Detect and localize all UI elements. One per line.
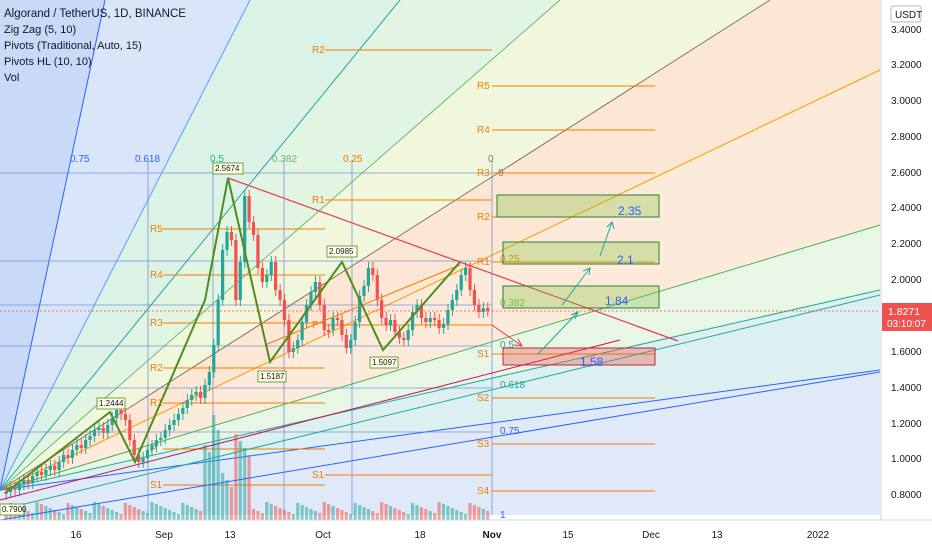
indicator-volume[interactable]: Vol <box>4 72 20 84</box>
target-label: 2.1 <box>617 253 634 267</box>
pivot-label: S1 <box>477 349 490 360</box>
price-tick: 2.8000 <box>891 132 922 143</box>
price-tick: 3.2000 <box>891 60 922 71</box>
svg-text:2.5674: 2.5674 <box>215 164 240 173</box>
price-tick: 2.0000 <box>891 275 922 286</box>
pivot-label: S2 <box>477 393 490 404</box>
pivot-label: R1 <box>150 398 163 409</box>
fib-fan-labels: 0.75 0.618 0.5 0.382 0.25 0 <box>70 154 494 165</box>
price-tick: 0.8000 <box>891 490 922 501</box>
pivot-label: R5 <box>477 81 490 92</box>
svg-text:0.75: 0.75 <box>500 426 520 437</box>
pivot-label: S1 <box>312 470 325 481</box>
time-tick: 16 <box>70 530 82 541</box>
zigzag-line <box>4 177 461 494</box>
pivot-label: R1 <box>312 195 325 206</box>
target-label: 1.58 <box>580 355 604 369</box>
svg-text:0.7900: 0.7900 <box>2 505 27 514</box>
currency-badge[interactable] <box>890 5 922 23</box>
svg-text:1.2444: 1.2444 <box>99 399 124 408</box>
target-boxes: 2.35 2.1 1.84 1.58 <box>496 194 660 369</box>
time-tick: 13 <box>711 530 723 541</box>
chart-legend: Algorand / TetherUS, 1D, BINANCE Zig Zag… <box>4 6 186 86</box>
last-price-value: 1.8271 <box>888 306 920 318</box>
time-tick: Dec <box>642 530 660 541</box>
price-tick: 3.4000 <box>891 25 922 36</box>
target-label: 2.35 <box>618 204 642 218</box>
price-tick: 1.2000 <box>891 419 922 430</box>
svg-text:1.5187: 1.5187 <box>260 372 285 381</box>
price-axis[interactable] <box>881 0 932 520</box>
pivot-label: R5 <box>150 224 163 235</box>
fan-label: 0.618 <box>135 154 160 165</box>
currency-label: USDT <box>895 10 922 21</box>
projection-arrows <box>491 221 615 355</box>
time-axis[interactable] <box>0 520 932 550</box>
time-tick: 13 <box>224 530 236 541</box>
fan-label: 0.382 <box>272 154 297 165</box>
svg-text:0.25: 0.25 <box>500 254 520 265</box>
indicator-pivots-hl[interactable]: Pivots HL (10, 10) <box>4 56 92 68</box>
fan-label: 0.25 <box>343 154 363 165</box>
time-axis-ticks: 16 Sep 13 Oct 18 Nov 15 Dec 13 2022 <box>70 530 829 541</box>
pivot-label: R3 <box>150 318 163 329</box>
fan-label: 0.5 <box>210 154 224 165</box>
last-price-tag <box>882 303 932 331</box>
pivot-label: P <box>312 320 319 331</box>
symbol-title[interactable]: Algorand / TetherUS, 1D, BINANCE <box>4 8 186 20</box>
svg-text:0.618: 0.618 <box>500 380 525 391</box>
svg-text:1.5097: 1.5097 <box>372 358 397 367</box>
price-tick: 2.6000 <box>891 168 922 179</box>
target-label: 1.84 <box>605 294 629 308</box>
pivot-label: R1 <box>477 257 490 268</box>
time-tick: Sep <box>155 530 173 541</box>
pivot-label: R4 <box>150 270 163 281</box>
pivot-label: S3 <box>477 439 490 450</box>
indicator-pivots[interactable]: Pivots (Traditional, Auto, 15) <box>4 40 142 52</box>
indicator-zigzag[interactable]: Zig Zag (5, 10) <box>4 24 77 36</box>
fan-label: 0 <box>488 154 494 165</box>
time-tick: 15 <box>562 530 574 541</box>
pivot-label: R2 <box>312 45 325 56</box>
fib-fan-zone-lower-blue <box>0 370 880 515</box>
svg-text:1: 1 <box>500 510 506 521</box>
price-tick: 2.2000 <box>891 239 922 250</box>
svg-text:0.382: 0.382 <box>500 298 525 309</box>
svg-text:0.5: 0.5 <box>500 340 514 351</box>
time-tick: Nov <box>483 530 502 541</box>
price-tick: 3.0000 <box>891 96 922 107</box>
volume-bars <box>4 415 490 520</box>
countdown-timer: 03:10:07 <box>887 319 926 330</box>
price-tick: 1.6000 <box>891 347 922 358</box>
fan-label: 0.75 <box>70 154 90 165</box>
pivot-label: R4 <box>477 125 490 136</box>
time-tick: Oct <box>315 530 331 541</box>
price-tick: 2.4000 <box>891 203 922 214</box>
time-tick: 2022 <box>807 530 830 541</box>
candles <box>4 190 490 500</box>
pivot-label: R2 <box>477 212 490 223</box>
pivot-label: R3 <box>477 168 490 179</box>
svg-text:2.0985: 2.0985 <box>329 247 354 256</box>
time-tick: 18 <box>414 530 426 541</box>
pivot-label: S1 <box>150 480 163 491</box>
zigzag-labels: 2.5674 2.0985 1.5187 1.5097 1.2444 0.790… <box>0 162 399 516</box>
price-tick: 1.0000 <box>891 454 922 465</box>
fib-grid <box>0 160 493 515</box>
pivot-label: S4 <box>477 486 490 497</box>
fib-fan-rays <box>0 0 881 491</box>
pivot-label: R2 <box>150 363 163 374</box>
price-tick: 1.4000 <box>891 383 922 394</box>
trend-lines <box>0 177 881 521</box>
